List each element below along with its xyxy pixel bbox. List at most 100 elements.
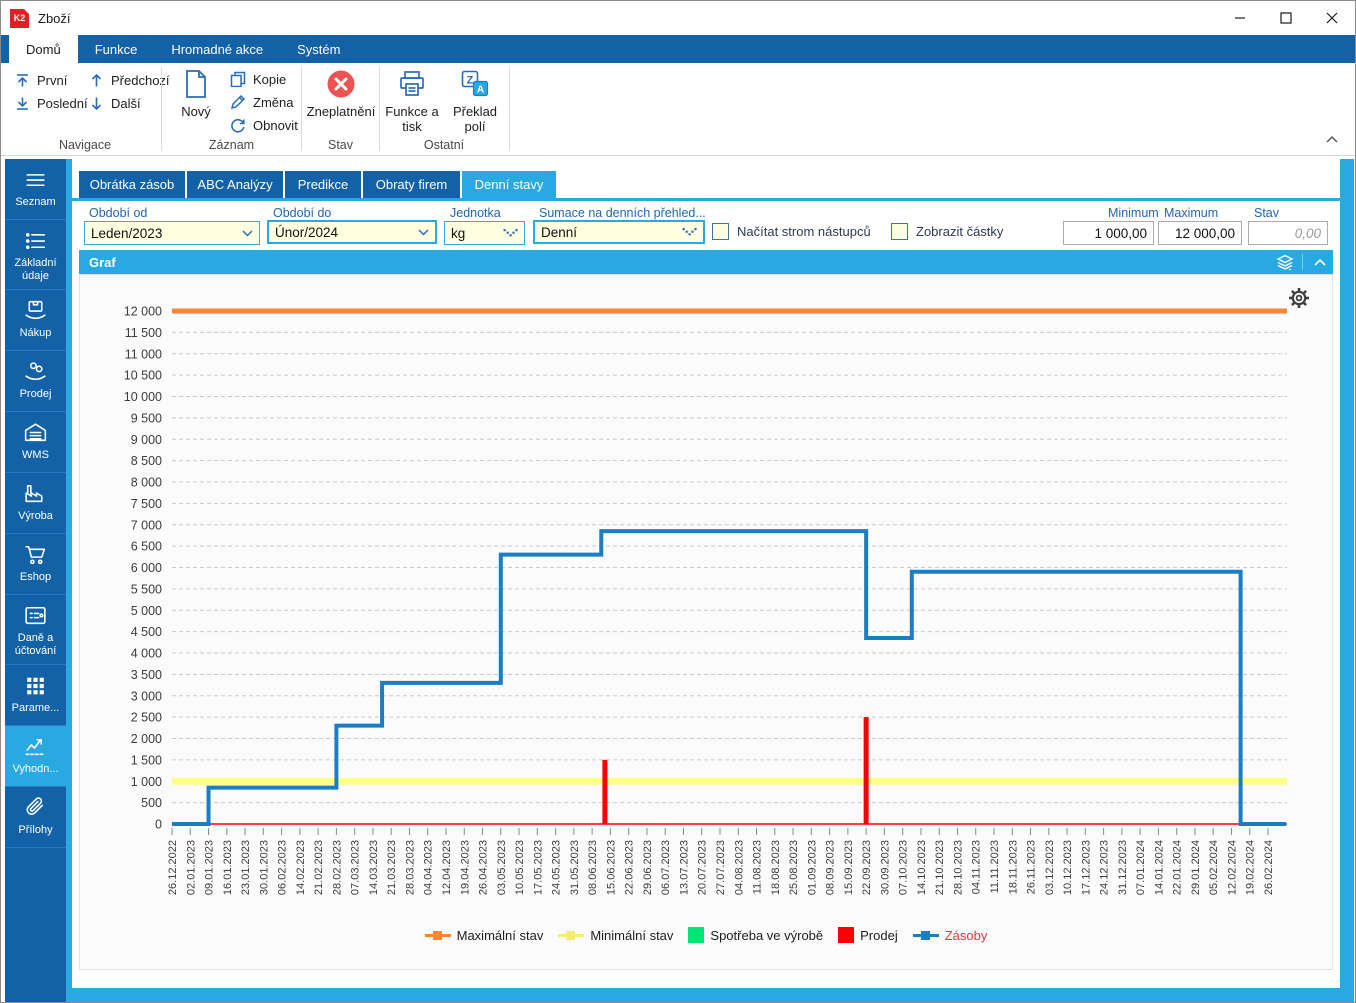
svg-text:13.07.2023: 13.07.2023 <box>678 840 690 895</box>
tab-obraty-firem[interactable]: Obraty firem <box>363 171 460 198</box>
refresh-button[interactable]: Obnovit <box>230 114 298 136</box>
svg-text:11.08.2023: 11.08.2023 <box>752 840 764 894</box>
purchase-icon <box>25 300 46 320</box>
svg-text:17.05.2023: 17.05.2023 <box>532 840 544 895</box>
tab-abc-anal-zy[interactable]: ABC Analýzy <box>187 171 283 198</box>
sidebar-item-label: Nákup <box>19 327 52 339</box>
tab-predikce[interactable]: Predikce <box>285 171 361 198</box>
maximize-button[interactable] <box>1263 1 1309 35</box>
last-label: Poslední <box>37 95 88 111</box>
ribbon-tab-dom-[interactable]: Domů <box>9 35 78 63</box>
chevron-up-icon <box>1314 258 1326 266</box>
chart-layers-button[interactable] <box>1272 250 1298 274</box>
svg-text:3 000: 3 000 <box>131 689 162 703</box>
sidebar-item-prodej[interactable]: Prodej <box>5 351 66 412</box>
sidebar-item-n-kup[interactable]: Nákup <box>5 290 66 351</box>
ribbon-tab-hromadn-akce[interactable]: Hromadné akce <box>171 41 264 57</box>
sidebar-item-seznam[interactable]: Seznam <box>5 159 66 220</box>
sidebar-item-dan-a-tov-n-[interactable]: Daně a účtování <box>5 595 66 665</box>
minimum-input[interactable]: 1 000,00 <box>1063 221 1154 245</box>
copy-icon <box>230 71 246 87</box>
ribbon-tab-funkce[interactable]: Funkce <box>94 41 138 57</box>
svg-text:22.01.2024: 22.01.2024 <box>1172 840 1184 895</box>
legend-item-spot-eba-ve-v-rob-[interactable]: Spotřeba ve výrobě <box>688 927 823 943</box>
refresh-icon <box>231 119 245 133</box>
sidebar-item-vyhodn-[interactable]: Vyhodn... <box>5 726 66 787</box>
close-button[interactable] <box>1309 1 1355 35</box>
sidebar-item-p-lohy[interactable]: Přílohy <box>5 787 66 848</box>
legend-label: Minimální stav <box>590 927 674 943</box>
sidebar-item-z-kladn-daje[interactable]: Základní údaje <box>5 220 66 290</box>
previous-label: Předchozí <box>111 72 170 88</box>
bar-Prodej <box>863 717 869 824</box>
ribbon-tab-syst-m[interactable]: Systém <box>297 41 341 57</box>
sidebar-item-eshop[interactable]: Eshop <box>5 534 66 595</box>
svg-text:14.01.2024: 14.01.2024 <box>1153 840 1165 895</box>
window-title: Zboží <box>38 10 71 26</box>
svg-text:28.02.2023: 28.02.2023 <box>331 840 343 895</box>
svg-text:01.09.2023: 01.09.2023 <box>806 840 818 895</box>
functions-print-button[interactable]: Funkce a tisk <box>380 67 444 134</box>
series-Zásoby <box>172 529 1287 826</box>
analytics-icon <box>25 738 46 756</box>
summation-value: Denní <box>541 224 578 240</box>
legend-item-minim-ln-stav[interactable]: Minimální stav <box>558 928 673 943</box>
sidebar-item-parame-[interactable]: Parame... <box>5 665 66 726</box>
legend-item-prodej[interactable]: Prodej <box>838 927 898 943</box>
period-to-select[interactable]: Únor/2024 <box>267 220 437 244</box>
new-button[interactable]: Nový <box>174 67 218 119</box>
minimize-button[interactable] <box>1217 1 1263 35</box>
show-amounts-label: Zobrazit částky <box>916 224 1004 239</box>
svg-text:20.07.2023: 20.07.2023 <box>697 840 709 895</box>
summation-select[interactable]: Denní <box>533 220 705 244</box>
period-from-select[interactable]: Leden/2023 <box>84 221 260 245</box>
invalidate-button[interactable]: Zneplatnění <box>299 67 383 119</box>
stav-label: Stav <box>1254 206 1280 220</box>
sidebar-item-v-roba[interactable]: Výroba <box>5 473 66 534</box>
ribbon-group-stav: Zneplatnění Stav <box>302 63 379 155</box>
work-area: Obrátka zásob ABC Analýzy Predikce Obraty f… <box>72 159 1340 988</box>
collapse-graf-button[interactable] <box>1307 250 1333 274</box>
legend-item-z-soby[interactable]: Zásoby <box>912 928 987 943</box>
svg-text:11 500: 11 500 <box>125 326 162 340</box>
tab-denn-stavy[interactable]: Denní stavy <box>462 171 556 198</box>
chart-settings-gear-button[interactable] <box>1288 287 1310 314</box>
chart: 0 500 1 000 1 500 2 000 2 500 3 000 3 500 4 000 4… <box>80 275 1332 992</box>
svg-text:21.10.2023: 21.10.2023 <box>934 840 946 895</box>
minimum-label: Minimum <box>1108 206 1159 220</box>
legend-item-maxim-ln-stav[interactable]: Maximální stav <box>424 928 543 943</box>
show-amounts-checkbox[interactable]: Zobrazit částky <box>891 223 1003 240</box>
sidebar-item-wms[interactable]: WMS <box>5 412 66 473</box>
unit-select[interactable]: kg <box>444 221 525 245</box>
svg-text:1 500: 1 500 <box>131 753 162 767</box>
collapse-ribbon-button[interactable] <box>1325 131 1339 149</box>
svg-text:6 000: 6 000 <box>131 561 162 575</box>
period-to-label: Období do <box>273 206 332 220</box>
maximum-label: Maximum <box>1164 206 1219 220</box>
change-button[interactable]: Změna <box>230 91 293 113</box>
tab-obr-tka-z-sob[interactable]: Obrátka zásob <box>79 171 185 198</box>
copy-button[interactable]: Kopie <box>230 68 286 90</box>
svg-text:12 000: 12 000 <box>124 305 162 319</box>
graf-panel-header[interactable]: Graf <box>79 250 1333 274</box>
svg-text:12.02.2024: 12.02.2024 <box>1226 840 1238 895</box>
svg-text:09.01.2023: 09.01.2023 <box>204 840 216 895</box>
previous-button[interactable]: Předchozí <box>89 69 170 91</box>
svg-text:21.02.2023: 21.02.2023 <box>313 840 325 895</box>
legend-label: Spotřeba ve výrobě <box>710 927 824 943</box>
svg-text:15.09.2023: 15.09.2023 <box>843 840 855 895</box>
checkbox-box[interactable] <box>891 223 908 240</box>
sidebar-item-label: Daně a účtování <box>14 632 57 657</box>
checkbox-box[interactable] <box>712 223 729 240</box>
first-button[interactable]: První <box>15 69 67 91</box>
maximum-input[interactable]: 12 000,00 <box>1158 221 1242 245</box>
svg-text:A: A <box>477 85 484 96</box>
load-successor-tree-checkbox[interactable]: Načítat strom nástupců <box>712 223 871 240</box>
group-label-navigace: Navigace <box>58 138 112 152</box>
svg-text:26.12.2022: 26.12.2022 <box>167 840 179 895</box>
next-button[interactable]: Další <box>89 92 141 114</box>
last-button[interactable]: Poslední <box>15 92 88 114</box>
